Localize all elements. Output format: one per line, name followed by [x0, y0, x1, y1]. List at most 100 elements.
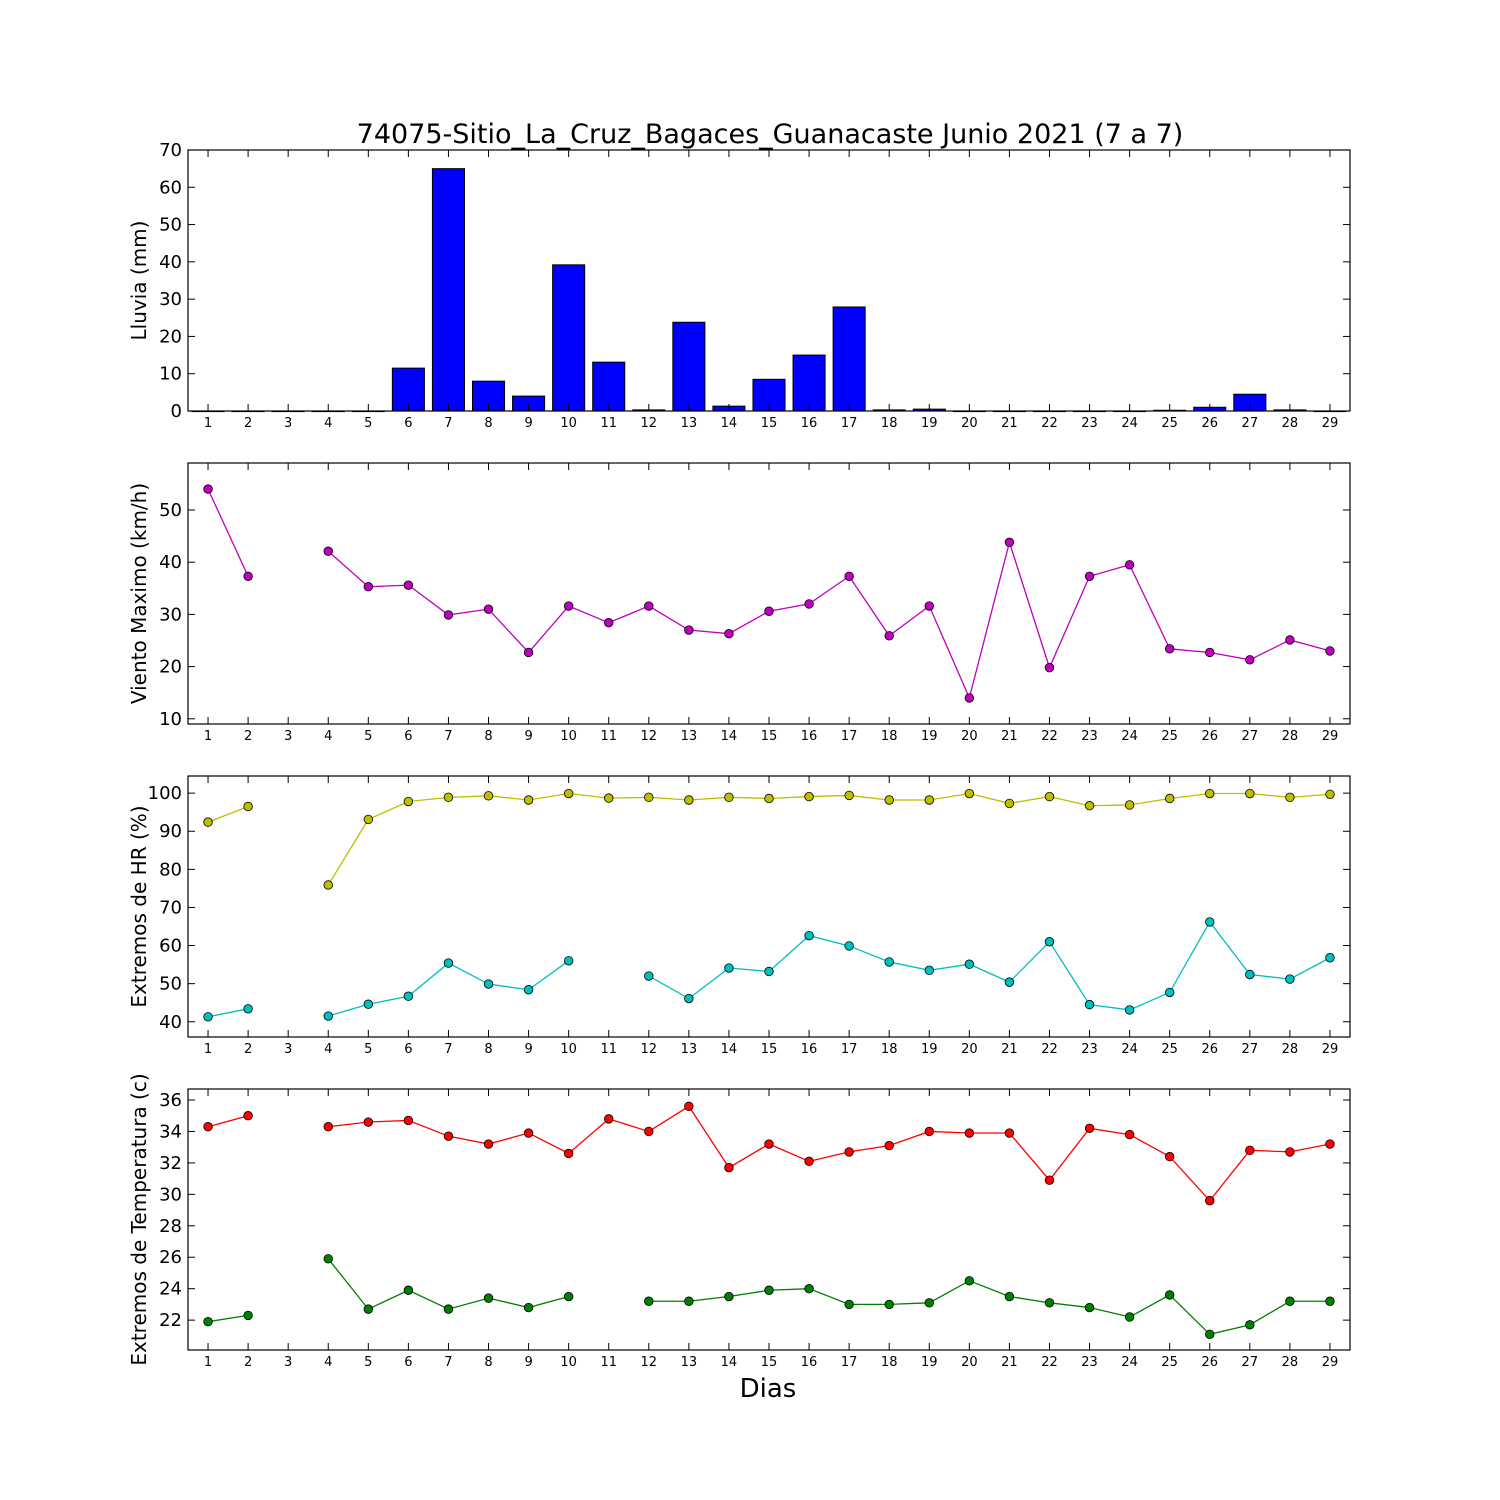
x-tick-label: 9: [524, 729, 532, 744]
series-2-point-day-12: [644, 1296, 654, 1306]
series-2-point-day-16: [804, 1283, 814, 1294]
series-1-point-day-4: [323, 546, 333, 556]
series-1-point-day-18: [884, 1140, 894, 1151]
x-tick-label: 2: [244, 1355, 252, 1370]
series-2-point-day-2: [243, 1310, 253, 1321]
series-2-point-day-26: [1205, 1329, 1215, 1339]
series-2-point-day-19: [924, 1298, 934, 1308]
x-tick-label: 19: [921, 729, 938, 744]
y-axis-label: Viento Maximo (km/h): [127, 483, 151, 704]
series-1-point-day-18: [884, 631, 894, 641]
y-tick-label: 32: [159, 1153, 182, 1174]
series-1-point-day-6: [403, 1115, 414, 1126]
series-2-point-day-25: [1164, 987, 1175, 998]
series-1-point-day-18: [884, 795, 894, 805]
series-2-point-day-15: [764, 1285, 774, 1295]
x-tick-label: 13: [681, 1042, 698, 1057]
x-tick-label: 18: [881, 416, 898, 431]
x-tick-label: 6: [404, 1042, 412, 1057]
series-2-point-day-22: [1044, 937, 1055, 947]
series-2-point-day-1: [203, 1316, 213, 1327]
series-1-point-day-24: [1124, 1129, 1135, 1140]
x-tick-label: 11: [600, 1042, 617, 1057]
x-tick-label: 3: [284, 1042, 292, 1057]
x-tick-label: 27: [1242, 729, 1259, 744]
x-tick-label: 5: [364, 729, 372, 744]
x-tick-label: 12: [641, 416, 658, 431]
x-tick-label: 24: [1121, 1042, 1138, 1057]
x-tick-label: 21: [1001, 729, 1018, 744]
series-2-point-day-5: [363, 999, 374, 1009]
series-2-point-day-27: [1245, 1320, 1255, 1330]
x-tick-label: 15: [761, 729, 778, 744]
x-tick-label: 13: [681, 729, 698, 744]
x-tick-label: 20: [961, 1042, 978, 1057]
x-tick-label: 8: [484, 1355, 492, 1370]
series-2-point-day-24: [1124, 1312, 1135, 1322]
series-1-point-day-4: [323, 1122, 333, 1132]
series-2-point-day-25: [1164, 1290, 1175, 1300]
series-1-point-day-25: [1164, 644, 1175, 654]
series-2-line-1: [207, 1314, 249, 1323]
series-1-point-day-6: [403, 796, 414, 807]
series-1-point-day-22: [1044, 662, 1055, 673]
x-tick-label: 4: [324, 1355, 332, 1370]
series-2-line-3: [648, 920, 1331, 1011]
x-tick-label: 1: [204, 1042, 212, 1057]
series-1-point-day-22: [1044, 1175, 1055, 1185]
series-1-point-day-29: [1325, 789, 1335, 799]
series-2-point-day-7: [443, 1304, 454, 1314]
x-tick-label: 9: [524, 1355, 532, 1370]
y-tick-label: 30: [159, 1184, 182, 1205]
series-1-line-1: [207, 1115, 249, 1128]
series-2-point-day-19: [924, 965, 934, 976]
x-tick-label: 10: [560, 416, 577, 431]
series-2-point-day-10: [563, 956, 574, 966]
x-tick-label: 13: [681, 416, 698, 431]
series-1-point-day-16: [804, 1156, 814, 1167]
panel-frame: [187, 775, 1351, 1038]
series-1-point-day-20: [964, 693, 975, 703]
x-tick-label: 15: [761, 416, 778, 431]
series-1-point-day-26: [1205, 647, 1215, 658]
x-tick-label: 24: [1121, 729, 1138, 744]
series-2-point-day-29: [1325, 1296, 1335, 1306]
x-tick-label: 17: [841, 1042, 858, 1057]
series-1-point-day-4: [323, 880, 333, 890]
x-tick-label: 23: [1081, 1042, 1098, 1057]
x-tick-label: 27: [1242, 416, 1259, 431]
series-2-point-day-8: [483, 1293, 494, 1303]
y-tick-label: 0: [171, 401, 182, 422]
x-tick-label: 25: [1161, 1355, 1178, 1370]
x-tick-label: 22: [1041, 1355, 1058, 1370]
x-tick-label: 1: [204, 416, 212, 431]
x-tick-label: 13: [681, 1355, 698, 1370]
y-tick-label: 80: [159, 859, 182, 880]
x-tick-label: 28: [1282, 416, 1299, 431]
series-2-line-3: [648, 1280, 1330, 1335]
x-tick-label: 21: [1001, 1042, 1018, 1057]
series-1-point-day-20: [964, 788, 975, 799]
series-2-point-day-10: [563, 1291, 574, 1302]
series-1-point-day-8: [483, 604, 494, 614]
panel-frame: [187, 462, 1351, 725]
x-tick-label: 14: [721, 1355, 738, 1370]
x-tick-label: 18: [881, 1042, 898, 1057]
series-2-point-day-28: [1285, 974, 1295, 984]
series-2-point-day-18: [884, 957, 894, 967]
series-1-point-day-10: [563, 1148, 574, 1159]
y-tick-label: 50: [159, 215, 182, 236]
series-1-point-day-14: [724, 792, 734, 803]
x-tick-label: 29: [1322, 1042, 1339, 1057]
series-1-point-day-15: [764, 606, 774, 616]
series-1-point-day-28: [1285, 1147, 1295, 1157]
series-1-point-day-12: [644, 601, 654, 611]
series-2-point-day-9: [523, 1302, 534, 1313]
series-1-point-day-27: [1245, 1145, 1255, 1156]
x-tick-label: 8: [484, 729, 492, 744]
x-tick-label: 21: [1001, 416, 1018, 431]
series-1-point-day-13: [684, 795, 694, 805]
series-1-line-2: [327, 792, 1331, 886]
series-2-point-day-14: [724, 1291, 734, 1302]
